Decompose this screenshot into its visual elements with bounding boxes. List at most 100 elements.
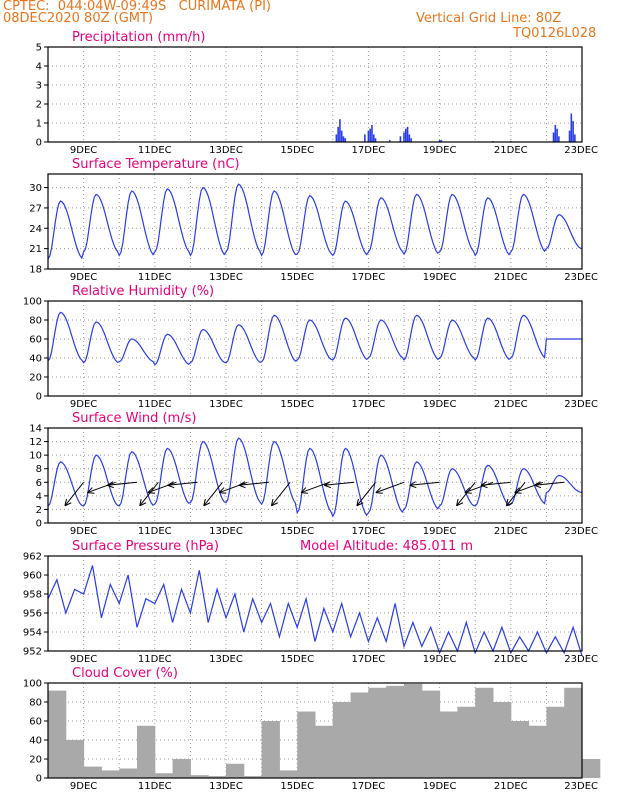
x-date-label: 21DEC — [494, 145, 528, 156]
cloud-cover-frame — [47, 682, 583, 779]
wind-arrow-head — [64, 498, 67, 506]
cloud-cover-bar — [421, 690, 441, 778]
precipitation-bar — [374, 138, 377, 142]
y-tick-label: 60 — [29, 335, 42, 346]
cloud-cover-bar — [261, 721, 280, 778]
precipitation-bar — [570, 113, 573, 142]
x-date-label: 19DEC — [423, 399, 457, 410]
pressure-frame — [47, 555, 583, 652]
wind-arrow-shaft — [238, 481, 269, 486]
cloud-cover-bar — [404, 683, 423, 778]
precipitation-bar — [371, 124, 373, 142]
x-date-label: 11DEC — [138, 781, 172, 792]
cloud-cover-bar — [546, 706, 565, 778]
x-date-label: 21DEC — [494, 781, 528, 792]
x-date-label: 19DEC — [423, 526, 457, 537]
wind-arrow-shaft — [167, 481, 198, 486]
wind-arrow-shaft — [139, 481, 159, 507]
x-date-label: 17DEC — [352, 145, 386, 156]
wind-arrow-head — [147, 487, 154, 493]
x-date-label: 21DEC — [494, 272, 528, 283]
cloud-cover-bar — [386, 685, 405, 778]
precipitation-bar — [556, 128, 558, 142]
temperature-title: Surface Temperature (nC) — [72, 157, 240, 172]
x-date-label: 11DEC — [138, 399, 172, 410]
header-grid-note: Vertical Grid Line: 80Z — [416, 11, 562, 26]
wind-arrow-head — [300, 487, 307, 493]
wind-arrow-head — [506, 502, 513, 507]
x-date-label: 11DEC — [138, 272, 172, 283]
y-tick-label: 8 — [36, 464, 42, 475]
wind-arrow-shaft — [271, 481, 291, 507]
x-date-label: 13DEC — [209, 399, 243, 410]
precipitation-bar — [388, 140, 391, 142]
y-tick-label: 27 — [29, 203, 42, 214]
precipitation-bar — [554, 124, 557, 142]
x-date-label: 23DEC — [564, 526, 598, 537]
x-date-label: 9DEC — [70, 654, 97, 665]
precipitation-bar — [364, 134, 366, 142]
wind-arrow-head — [464, 487, 471, 493]
header-station: CPTEC: 044:04W-09:49S CURIMATA (PI) — [3, 0, 271, 14]
wind-arrow-shaft — [464, 481, 494, 494]
y-tick-label: 20 — [29, 755, 42, 766]
cloud-cover-bar — [154, 773, 174, 778]
cloud-cover-bar — [439, 711, 458, 778]
x-date-label: 11DEC — [138, 145, 172, 156]
precipitation-bar — [406, 126, 409, 142]
wind-arrow-head — [514, 492, 522, 494]
cloud-cover-bar — [208, 776, 227, 778]
y-tick-label: 0 — [36, 774, 42, 785]
wind-arrow-shaft — [324, 481, 355, 486]
x-date-label: 17DEC — [352, 781, 386, 792]
x-date-label: 17DEC — [352, 526, 386, 537]
x-date-label: 9DEC — [70, 526, 97, 537]
precipitation-bar — [404, 128, 407, 142]
cloud-cover-bar — [332, 702, 352, 778]
x-date-label: 15DEC — [280, 654, 314, 665]
wind-arrow-head — [356, 502, 364, 507]
wind-arrow-shaft — [375, 481, 405, 494]
y-tick-label: 12 — [29, 437, 42, 448]
y-tick-label: 5 — [36, 43, 42, 54]
wind-arrow-head — [218, 487, 225, 493]
wind-arrow-head — [409, 481, 416, 486]
wind-arrow-shaft — [64, 481, 84, 507]
cloud-cover-bar — [368, 687, 387, 778]
wind-arrow-shaft — [203, 481, 223, 507]
cloud-cover-bar — [475, 687, 494, 778]
wind-arrow-shaft — [480, 481, 511, 486]
wind-arrow-head — [480, 481, 488, 486]
y-tick-label: 954 — [23, 628, 42, 639]
x-date-label: 15DEC — [280, 781, 314, 792]
wind-arrow-head — [456, 498, 459, 506]
cloud-cover-title: Cloud Cover (%) — [72, 666, 178, 681]
precipitation-bar — [558, 136, 560, 142]
x-date-label: 17DEC — [352, 654, 386, 665]
y-tick-label: 956 — [23, 609, 42, 620]
wind-arrow-head — [375, 487, 382, 493]
x-date-label: 13DEC — [209, 145, 243, 156]
wind-arrow-head — [375, 492, 383, 494]
wind-arrow-head — [139, 498, 142, 506]
x-date-label: 23DEC — [564, 781, 598, 792]
y-tick-label: 14 — [29, 424, 42, 435]
x-date-label: 13DEC — [209, 654, 243, 665]
temperature-frame — [47, 173, 583, 270]
x-date-label: 9DEC — [70, 272, 97, 283]
x-date-label: 19DEC — [423, 781, 457, 792]
y-tick-label: 100 — [23, 679, 42, 690]
wind-arrow-head — [324, 484, 332, 489]
cloud-cover-bar — [457, 706, 476, 778]
x-date-label: 15DEC — [280, 145, 314, 156]
x-date-label: 21DEC — [494, 526, 528, 537]
cloud-cover-bar — [83, 766, 102, 778]
precipitation-bar — [337, 126, 339, 142]
precipitation-bar — [572, 121, 574, 142]
wind-arrow-head — [271, 502, 278, 507]
y-tick-label: 40 — [29, 736, 42, 747]
model-altitude-label: Model Altitude: 485.011 m — [300, 539, 473, 554]
temperature-line — [47, 183, 583, 260]
precipitation-bar — [408, 134, 411, 142]
x-date-label: 15DEC — [280, 399, 314, 410]
